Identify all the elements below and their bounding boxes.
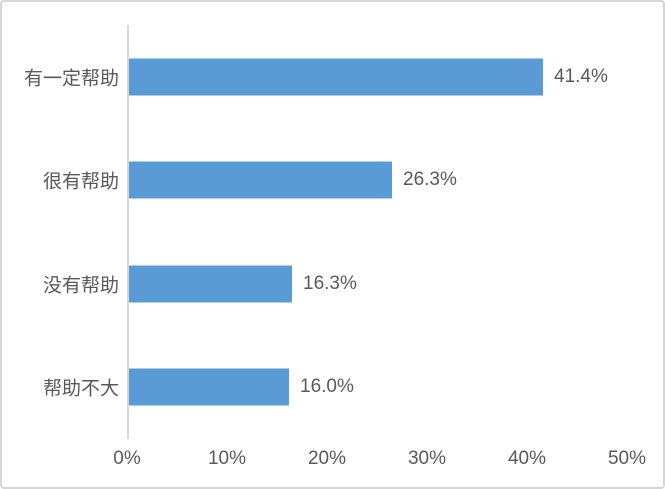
x-tick-label: 40% [507,448,547,469]
category-label: 有一定帮助 [23,68,119,90]
bar-row: 帮助不大 16.0% [2,336,663,440]
bar-row: 很有帮助 26.3% [2,129,663,233]
category-label: 帮助不大 [42,378,119,400]
bar [129,265,292,303]
data-label: 16.0% [300,376,354,398]
bar-row: 有一定帮助 41.4% [2,25,663,129]
category-label: 很有帮助 [42,171,119,193]
category-label: 没有帮助 [42,275,119,297]
x-tick-label: 20% [307,448,347,469]
bar [129,368,289,406]
data-label: 16.3% [303,272,357,294]
category-axis-line [127,25,129,439]
x-tick-label: 0% [113,448,141,469]
bar-row: 没有帮助 16.3% [2,232,663,336]
x-tick-label: 10% [207,448,247,469]
x-tick-label: 30% [407,448,447,469]
data-label: 41.4% [554,65,608,87]
bar [129,58,543,96]
bar [129,161,392,199]
data-label: 26.3% [403,169,457,191]
x-tick-label: 50% [607,448,647,469]
